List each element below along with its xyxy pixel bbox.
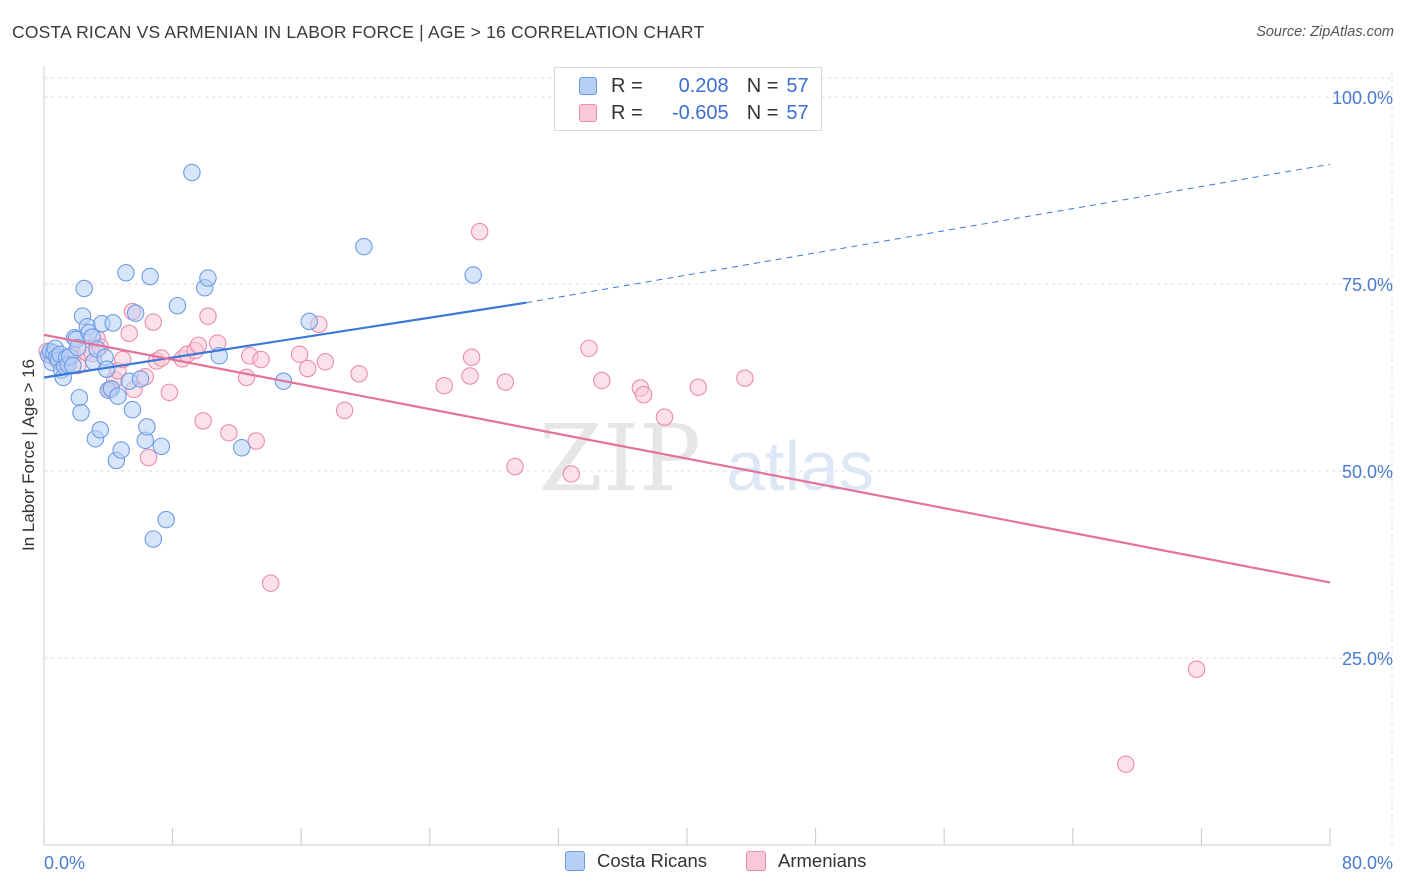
r-value: -0.605 xyxy=(671,101,729,124)
series-legend: Costa Ricans Armenians xyxy=(0,850,1406,878)
y-tick-label: 100.0% xyxy=(1332,88,1393,108)
costa-rican-point xyxy=(126,304,145,322)
costa-rican-point xyxy=(157,510,175,529)
r-value: 0.208 xyxy=(678,74,729,97)
costa-ricans-trend-line xyxy=(43,301,527,379)
armenian-point xyxy=(655,408,674,426)
armenian-point xyxy=(689,378,708,396)
armenian-point xyxy=(290,345,309,364)
costa-rican-point xyxy=(152,437,171,456)
x-tick-label: 0.0% xyxy=(44,853,85,873)
costa-rican-point xyxy=(199,269,217,287)
armenian-point xyxy=(350,365,368,383)
costa-rican-point xyxy=(75,279,93,298)
legend-row-armenians: R = -0.605 N = 57 xyxy=(579,100,809,126)
armenian-point xyxy=(298,359,317,378)
armenian-point xyxy=(580,339,598,358)
armenian-point xyxy=(461,367,479,385)
armenian-point xyxy=(736,369,754,387)
armenian-point xyxy=(144,313,163,331)
pink-swatch xyxy=(579,104,597,122)
costa-rican-point xyxy=(138,418,156,436)
legend-label-armenians: Armenians xyxy=(778,850,867,871)
y-axis-label: In Labor Force | Age > 16 xyxy=(19,359,38,551)
armenian-point xyxy=(199,307,217,325)
armenian-point xyxy=(252,350,270,369)
costa-rican-point xyxy=(70,388,89,407)
costa-ricans-trend-extension xyxy=(526,163,1331,304)
armenian-point xyxy=(1187,660,1206,678)
costa-rican-point xyxy=(72,403,90,422)
trend-lines xyxy=(43,163,1331,584)
armenians-trend-line xyxy=(43,333,1331,584)
armenian-point xyxy=(261,574,280,592)
costa-rican-point xyxy=(109,387,127,405)
costa-rican-point xyxy=(131,370,150,388)
blue-swatch xyxy=(579,77,597,95)
costa-rican-point xyxy=(91,421,110,439)
costa-rican-point xyxy=(112,441,130,459)
costa-rican-point xyxy=(355,237,373,256)
n-label: N = xyxy=(746,101,779,124)
costa-rican-point xyxy=(232,439,251,457)
costa-rican-point xyxy=(104,314,122,332)
armenian-point xyxy=(160,383,179,402)
costa-rican-point xyxy=(123,400,142,419)
costa-rican-point xyxy=(168,296,187,315)
watermark: ZIP atlas xyxy=(539,405,874,512)
legend-item-costa-ricans[interactable]: Costa Ricans xyxy=(565,850,707,872)
armenian-point xyxy=(470,222,489,241)
r-label: R = xyxy=(611,74,643,97)
armenian-point xyxy=(506,457,524,476)
watermark-zip: ZIP xyxy=(539,405,701,512)
armenian-point xyxy=(593,371,611,390)
armenian-point xyxy=(1117,755,1135,773)
armenian-point xyxy=(435,376,454,395)
legend-item-armenians[interactable]: Armenians xyxy=(746,850,866,872)
n-value: 57 xyxy=(786,74,809,97)
armenian-point xyxy=(462,348,481,367)
y-tick-label: 75.0% xyxy=(1342,275,1393,295)
costa-rican-point xyxy=(183,163,201,182)
axes xyxy=(43,66,1331,846)
x-tick-label: 80.0% xyxy=(1342,853,1393,873)
costa-rican-point xyxy=(69,338,87,357)
pink-swatch xyxy=(746,851,766,871)
grid-lines xyxy=(44,72,1393,845)
costa-rican-point xyxy=(144,530,163,548)
y-tick-label: 25.0% xyxy=(1342,649,1393,669)
costa-rican-point xyxy=(300,312,318,331)
costa-rican-point xyxy=(141,267,159,286)
armenian-point xyxy=(562,465,581,483)
armenian-point xyxy=(120,324,138,343)
legend-row-costa-ricans: R = 0.208 N = 57 xyxy=(579,73,809,99)
source-credit: Source: ZipAtlas.com xyxy=(1256,24,1394,40)
armenian-point xyxy=(220,424,238,442)
chart-title: COSTA RICAN VS ARMENIAN IN LABOR FORCE |… xyxy=(12,22,705,42)
y-tick-label: 50.0% xyxy=(1342,462,1393,482)
watermark-atlas: atlas xyxy=(726,427,874,505)
costa-rican-point xyxy=(117,264,135,282)
blue-swatch xyxy=(565,851,585,871)
n-value: 57 xyxy=(786,101,809,124)
armenian-point xyxy=(316,353,335,371)
armenian-point xyxy=(634,385,653,404)
armenian-point xyxy=(247,432,265,450)
costa-rican-point xyxy=(464,266,482,284)
legend-label-costa-ricans: Costa Ricans xyxy=(597,850,708,871)
n-label: N = xyxy=(746,74,779,97)
stats-legend: R = 0.208 N = 57 R = -0.605 N = 57 xyxy=(554,67,822,131)
tick-labels: 25.0% 50.0% 75.0% 100.0% 0.0% 80.0% xyxy=(44,88,1393,873)
series-costa-ricans xyxy=(40,163,482,548)
armenian-point xyxy=(496,373,515,391)
armenian-point xyxy=(335,401,354,420)
armenian-point xyxy=(139,448,158,467)
armenian-point xyxy=(189,336,208,355)
r-label: R = xyxy=(611,101,643,124)
armenian-point xyxy=(194,412,212,430)
